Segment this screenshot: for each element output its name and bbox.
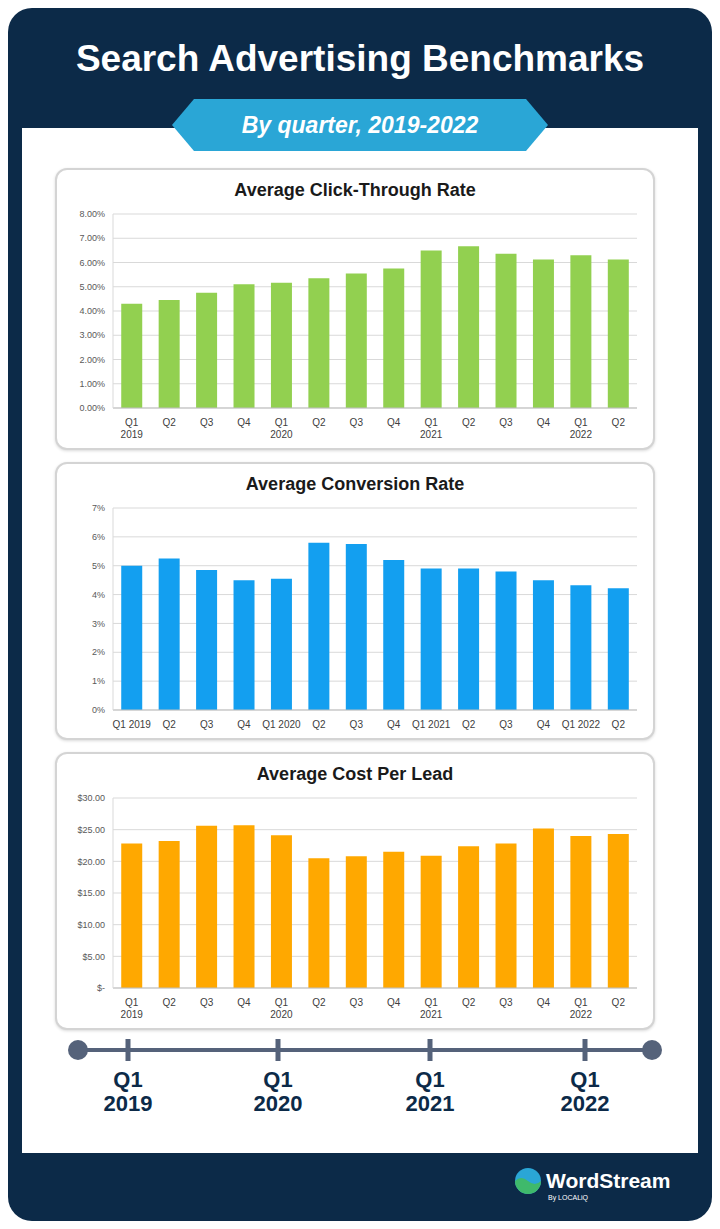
svg-text:Q2: Q2 [462,997,476,1008]
svg-text:Q12020: Q12020 [254,1067,303,1116]
svg-text:$5.00: $5.00 [82,952,105,962]
svg-text:Q3: Q3 [350,417,364,428]
svg-text:WordStream: WordStream [546,1169,670,1192]
svg-text:Q3: Q3 [350,719,364,730]
svg-text:Q2: Q2 [612,719,626,730]
svg-text:$30.00: $30.00 [77,793,105,803]
svg-text:Q4: Q4 [387,997,401,1008]
svg-text:Q3: Q3 [350,997,364,1008]
svg-text:Q12019: Q12019 [121,997,144,1020]
svg-text:3.00%: 3.00% [79,330,105,340]
svg-text:Q4: Q4 [237,417,251,428]
svg-text:By quarter, 2019-2022: By quarter, 2019-2022 [242,112,479,138]
svg-text:Q12022: Q12022 [570,417,593,440]
svg-text:Q3: Q3 [499,417,513,428]
svg-text:Q2: Q2 [312,417,326,428]
svg-text:4%: 4% [92,590,105,600]
svg-text:6.00%: 6.00% [79,258,105,268]
svg-text:Q4: Q4 [387,417,401,428]
html-text:Average Cost Per Lead: Average Cost Per Lead [256,764,454,784]
svg-text:6%: 6% [92,532,105,542]
svg-text:Q4: Q4 [537,719,551,730]
svg-text:Q2: Q2 [312,997,326,1008]
svg-text:Q1 2020: Q1 2020 [262,719,301,730]
svg-text:Q4: Q4 [237,997,251,1008]
svg-text:4.00%: 4.00% [79,306,105,316]
svg-text:By LOCALiQ: By LOCALiQ [548,1194,589,1202]
svg-text:0%: 0% [92,705,105,715]
svg-text:5.00%: 5.00% [79,282,105,292]
svg-text:Q3: Q3 [499,997,513,1008]
svg-text:Q3: Q3 [200,719,214,730]
svg-text:0.00%: 0.00% [79,403,105,413]
svg-text:7%: 7% [92,503,105,513]
svg-text:Q3: Q3 [200,417,214,428]
svg-text:Q4: Q4 [537,417,551,428]
html-text:Average Conversion Rate: Average Conversion Rate [245,474,465,494]
svg-text:Q2: Q2 [462,417,476,428]
svg-text:Q1 2022: Q1 2022 [562,719,601,730]
svg-text:1%: 1% [92,676,105,686]
html-text:Average Click-Through Rate: Average Click-Through Rate [234,180,476,200]
svg-text:Q1 2019: Q1 2019 [113,719,152,730]
svg-text:Q3: Q3 [200,997,214,1008]
svg-text:$25.00: $25.00 [77,825,105,835]
svg-text:Q12019: Q12019 [104,1067,153,1116]
svg-text:Q1 2021: Q1 2021 [412,719,451,730]
svg-text:Q2: Q2 [612,417,626,428]
svg-text:Q4: Q4 [387,719,401,730]
svg-text:3%: 3% [92,619,105,629]
svg-text:Q2: Q2 [612,997,626,1008]
svg-text:$15.00: $15.00 [77,888,105,898]
svg-text:Q12021: Q12021 [406,1067,455,1116]
svg-text:Q2: Q2 [162,417,176,428]
svg-text:Q12020: Q12020 [270,417,293,440]
svg-text:Q12022: Q12022 [561,1067,610,1116]
svg-text:5%: 5% [92,561,105,571]
svg-text:Q2: Q2 [462,719,476,730]
svg-text:2.00%: 2.00% [79,355,105,365]
svg-text:7.00%: 7.00% [79,233,105,243]
svg-text:Q12019: Q12019 [121,417,144,440]
svg-text:$20.00: $20.00 [77,857,105,867]
svg-text:$-: $- [97,983,105,993]
svg-text:Q2: Q2 [162,997,176,1008]
html-text:Search Advertising Benchmarks: Search Advertising Benchmarks [75,38,645,79]
svg-text:Q12020: Q12020 [270,997,293,1020]
svg-text:$10.00: $10.00 [77,920,105,930]
svg-text:Q12021: Q12021 [420,997,443,1020]
svg-text:1.00%: 1.00% [79,379,105,389]
svg-text:Q12022: Q12022 [570,997,593,1020]
svg-text:Q4: Q4 [237,719,251,730]
svg-text:Q12021: Q12021 [420,417,443,440]
svg-text:Q2: Q2 [162,719,176,730]
svg-text:Q2: Q2 [312,719,326,730]
svg-text:2%: 2% [92,647,105,657]
svg-text:Q4: Q4 [537,997,551,1008]
svg-text:8.00%: 8.00% [79,209,105,219]
svg-text:Q3: Q3 [499,719,513,730]
